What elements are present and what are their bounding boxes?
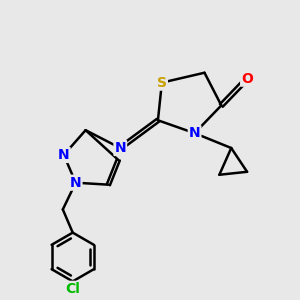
Text: N: N (70, 176, 82, 190)
Text: O: O (241, 72, 253, 86)
Text: S: S (157, 76, 167, 90)
Text: N: N (115, 141, 126, 155)
Text: N: N (58, 148, 70, 162)
Text: Cl: Cl (65, 282, 80, 296)
Text: N: N (189, 126, 200, 140)
